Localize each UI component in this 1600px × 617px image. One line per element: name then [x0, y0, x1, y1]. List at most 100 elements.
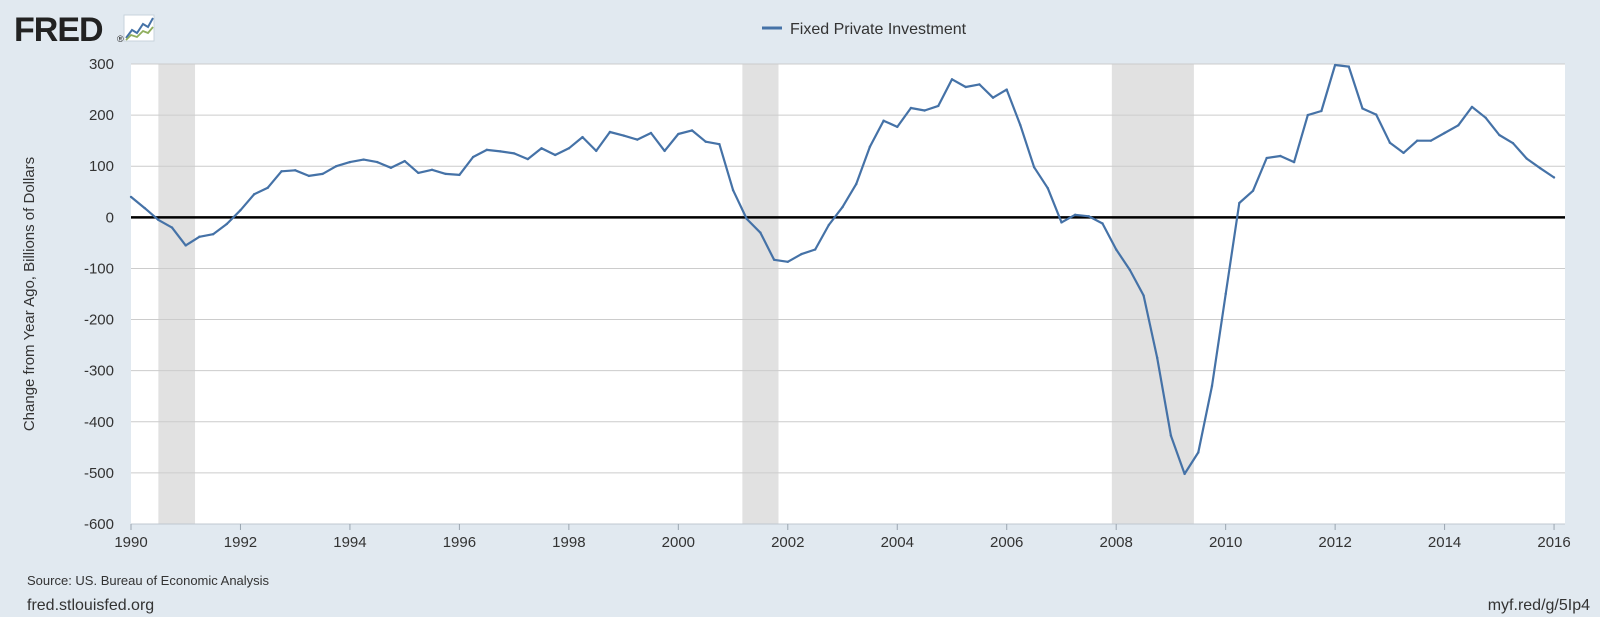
- x-tick-label: 1992: [224, 534, 257, 551]
- source-note: Source: US. Bureau of Economic Analysis: [27, 573, 270, 588]
- data-point: [690, 129, 694, 132]
- data-point: [1087, 215, 1091, 218]
- data-point: [553, 153, 557, 157]
- data-point: [868, 145, 872, 148]
- y-axis-ticks: 300 200 100 0 -100 -200 -300 -400 -500 -600: [84, 56, 114, 533]
- series-layer: [129, 63, 1556, 476]
- data-point: [772, 258, 776, 261]
- data-point: [964, 85, 967, 89]
- data-point: [923, 109, 926, 112]
- data-point: [1183, 472, 1186, 476]
- registered-mark: ®: [117, 34, 124, 44]
- x-tick-label: 2000: [662, 534, 695, 551]
- x-tick-label: 1994: [333, 534, 366, 551]
- data-point: [786, 260, 789, 263]
- data-point: [882, 119, 885, 122]
- data-point: [499, 150, 502, 153]
- data-point: [1292, 160, 1296, 164]
- data-point: [430, 168, 434, 171]
- data-point: [827, 223, 831, 227]
- data-point: [471, 155, 475, 159]
- data-point: [1388, 141, 1392, 144]
- data-point: [1279, 154, 1282, 158]
- data-point: [444, 172, 447, 176]
- data-point: [759, 231, 762, 234]
- data-point: [1429, 139, 1433, 142]
- data-point: [1374, 113, 1378, 116]
- x-tick-label: 1996: [443, 534, 476, 551]
- legend[interactable]: Fixed Private Investment: [762, 21, 967, 38]
- data-point: [1032, 166, 1036, 169]
- data-point: [170, 226, 174, 229]
- y-tick-label: -300: [84, 363, 114, 380]
- data-point: [636, 138, 639, 141]
- data-point: [731, 189, 735, 192]
- legend-label: Fixed Private Investment: [790, 21, 967, 38]
- data-point: [1333, 63, 1337, 67]
- y-tick-label: 100: [89, 158, 114, 175]
- data-point: [937, 104, 940, 108]
- data-point: [198, 235, 201, 238]
- data-point: [1525, 157, 1528, 160]
- data-point: [1347, 65, 1351, 68]
- data-point: [704, 140, 707, 143]
- site-link[interactable]: fred.stlouisfed.org: [27, 597, 154, 614]
- data-point: [1416, 139, 1419, 142]
- x-axis-ticks: 1990 1992 1994 1996 1998 2000 2002 2004 2006 2008…: [114, 523, 1571, 551]
- data-point: [526, 157, 530, 161]
- data-point: [595, 149, 598, 153]
- y-tick-label: 0: [106, 209, 114, 226]
- data-point: [184, 244, 187, 247]
- data-point: [1402, 151, 1405, 155]
- data-point: [389, 166, 393, 169]
- short-link[interactable]: myf.red/g/5Ip4: [1488, 597, 1590, 614]
- data-point: [567, 147, 571, 150]
- data-point: [1457, 124, 1460, 127]
- y-tick-label: 300: [89, 56, 114, 73]
- y-tick-label: -600: [84, 516, 114, 533]
- data-point: [1511, 142, 1515, 145]
- data-point: [417, 171, 420, 175]
- fred-logo[interactable]: FRED ®: [14, 11, 155, 49]
- x-tick-label: 2008: [1100, 534, 1133, 551]
- data-point: [348, 160, 352, 164]
- x-tick-label: 2010: [1209, 534, 1242, 551]
- data-point: [540, 147, 543, 150]
- data-point: [909, 106, 913, 110]
- data-point: [1306, 113, 1309, 117]
- y-tick-label: 200: [89, 107, 114, 124]
- recession-band: [158, 64, 196, 524]
- data-point: [211, 233, 215, 236]
- data-point: [1169, 434, 1173, 437]
- data-point: [991, 96, 995, 99]
- data-point: [129, 195, 133, 199]
- data-point: [1114, 248, 1118, 251]
- data-point: [622, 134, 625, 137]
- data-point: [458, 173, 461, 177]
- x-tick-label: 2004: [881, 534, 914, 551]
- data-point: [293, 169, 297, 172]
- data-point: [608, 130, 612, 134]
- data-point: [1005, 88, 1008, 91]
- data-point: [403, 159, 406, 163]
- y-tick-label: -100: [84, 260, 114, 277]
- data-point: [252, 193, 256, 196]
- y-tick-label: -500: [84, 465, 114, 482]
- y-axis-label: Change from Year Ago, Billions of Dollar…: [21, 157, 38, 431]
- data-point: [1498, 133, 1501, 137]
- data-point: [1156, 356, 1159, 360]
- data-point: [950, 78, 954, 81]
- y-tick-label: -400: [84, 414, 114, 431]
- recession-band: [742, 64, 779, 524]
- data-point: [1142, 294, 1145, 297]
- data-point: [362, 158, 365, 161]
- data-point: [157, 218, 160, 222]
- data-point: [1128, 268, 1132, 272]
- data-point: [1197, 451, 1200, 454]
- data-point: [485, 148, 488, 152]
- data-point: [677, 132, 680, 136]
- fred-logo-text: FRED: [14, 11, 103, 49]
- y-tick-label: -200: [84, 312, 114, 329]
- data-point: [1443, 131, 1446, 135]
